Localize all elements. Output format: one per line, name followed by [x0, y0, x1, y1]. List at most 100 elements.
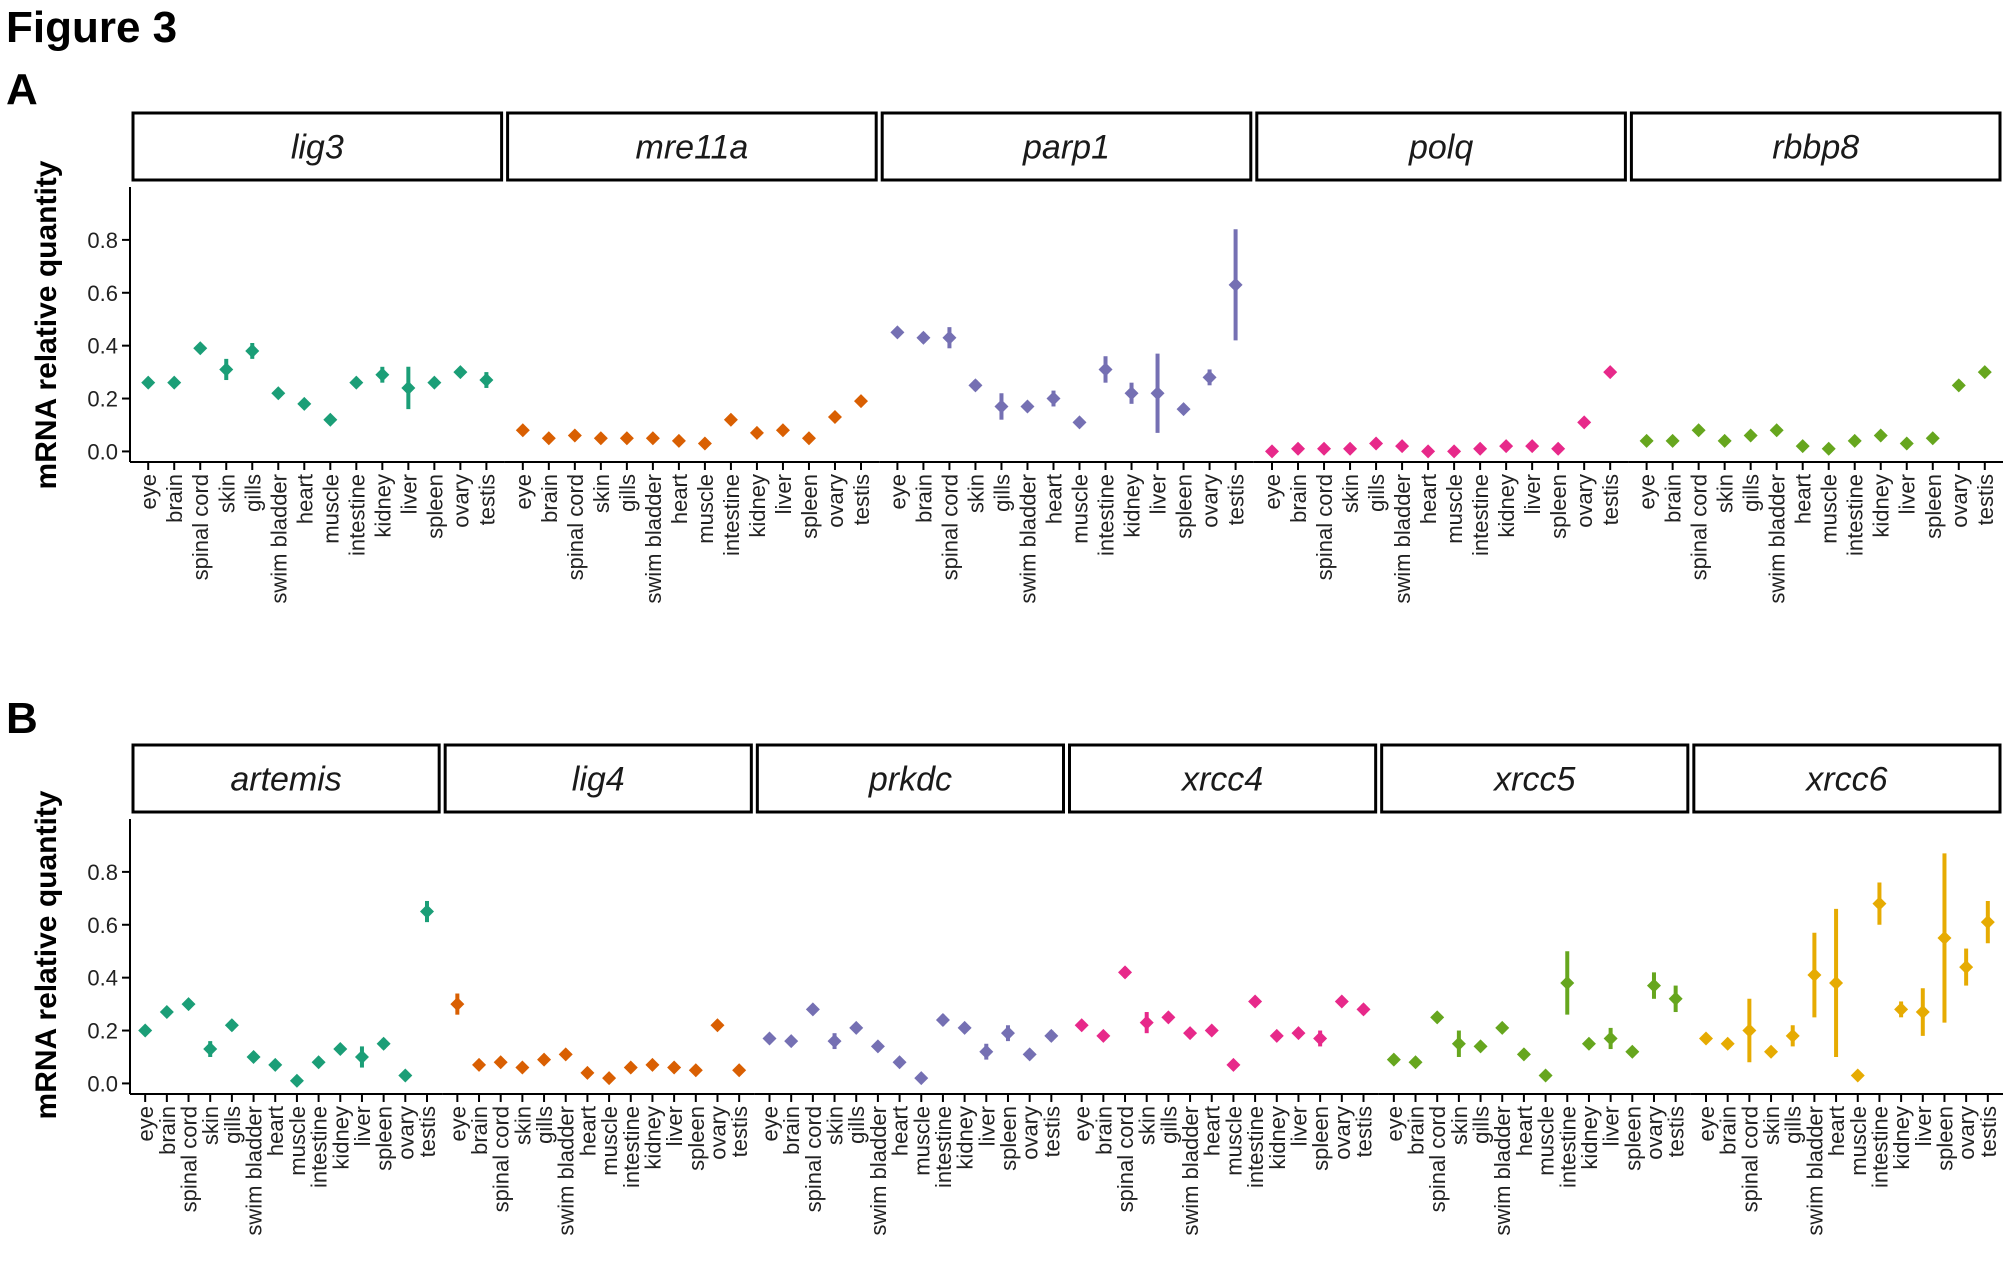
y-tick-label: 0.8	[87, 228, 118, 253]
data-point-lig4-5	[558, 1047, 573, 1062]
x-tick-label: gills	[1156, 1106, 1181, 1144]
x-tick-label: kidney	[1577, 1106, 1602, 1170]
panel-label-a: A	[6, 65, 38, 114]
data-point-xrcc4-7	[1226, 1057, 1241, 1072]
y-tick-label: 0.4	[87, 334, 118, 359]
data-point-parp1-6	[1046, 391, 1061, 406]
facet-strip-rbbp8	[1629, 111, 2002, 182]
facet-title-parp1: parp1	[1022, 129, 1110, 167]
x-tick-label: spleen	[996, 1106, 1021, 1171]
data-point-xrcc5-13	[1668, 991, 1683, 1006]
x-tick-label: testis	[1976, 1106, 2001, 1157]
data-point-xrcc5-8	[1560, 975, 1575, 990]
x-tick-label: ovary	[1642, 1106, 1667, 1160]
x-tick-label: swim bladder	[242, 1106, 267, 1236]
x-tick-label: skin	[1759, 1106, 1784, 1145]
data-point-rbbp8-6	[1795, 439, 1810, 454]
x-tick-label: intestine	[619, 1106, 644, 1188]
data-point-lig3-7	[323, 412, 338, 427]
data-point-xrcc6-11	[1937, 930, 1952, 945]
data-point-polq-0	[1265, 444, 1280, 459]
x-tick-label: liver	[1911, 1106, 1936, 1146]
x-tick-label: gills	[1364, 474, 1389, 512]
x-tick-label: liver	[771, 474, 796, 514]
data-point-mre11a-6	[671, 433, 686, 448]
x-tick-label: skin	[963, 474, 988, 513]
data-point-xrcc4-0	[1074, 1018, 1089, 1033]
data-point-lig4-10	[667, 1060, 682, 1075]
x-tick-label: eye	[445, 1106, 470, 1141]
x-tick-label: ovary	[1198, 474, 1223, 528]
data-point-prkdc-0	[762, 1031, 777, 1046]
data-point-lig3-8	[349, 375, 364, 390]
x-tick-label: heart	[1791, 474, 1816, 524]
x-tick-label: gills	[220, 1106, 245, 1144]
x-tick-label: brain	[155, 1106, 180, 1155]
data-point-lig4-3	[515, 1060, 530, 1075]
y-tick-label: 0.8	[87, 860, 118, 885]
facet-title-xrcc4: xrcc4	[1180, 761, 1263, 799]
data-point-prkdc-8	[935, 1012, 950, 1027]
x-tick-label: spinal cord	[801, 1106, 826, 1212]
data-point-mre11a-1	[541, 431, 556, 446]
data-point-lig4-7	[602, 1071, 617, 1086]
data-point-mre11a-2	[567, 428, 582, 443]
x-tick-label: spleen	[1932, 1106, 1957, 1171]
x-tick-label: spleen	[1546, 474, 1571, 539]
x-tick-label: brain	[1286, 474, 1311, 523]
x-tick-label: spinal cord	[563, 474, 588, 580]
data-point-lig4-9	[645, 1057, 660, 1072]
x-tick-label: spinal cord	[1113, 1106, 1138, 1212]
x-tick-label: eye	[136, 474, 161, 509]
data-point-artemis-9	[333, 1042, 348, 1057]
x-tick-label: testis	[1224, 474, 1249, 525]
x-tick-label: kidney	[953, 1106, 978, 1170]
data-point-xrcc6-8	[1872, 896, 1887, 911]
x-tick-label: intestine	[931, 1106, 956, 1188]
x-tick-label: heart	[1824, 1106, 1849, 1156]
data-point-prkdc-11	[1000, 1026, 1015, 1041]
data-point-artemis-12	[398, 1068, 413, 1083]
data-point-lig4-13	[732, 1063, 747, 1078]
figure-title: Figure 3	[6, 3, 177, 52]
x-tick-label: testis	[849, 474, 874, 525]
data-point-lig4-6	[580, 1065, 595, 1080]
data-point-xrcc5-9	[1581, 1036, 1596, 1051]
data-point-lig4-8	[623, 1060, 638, 1075]
x-tick-label: ovary	[393, 1106, 418, 1160]
x-tick-label: skin	[823, 1106, 848, 1145]
x-tick-label: swim bladder	[641, 474, 666, 604]
data-point-xrcc6-10	[1915, 1005, 1930, 1020]
x-tick-label: kidney	[370, 474, 395, 538]
data-point-xrcc5-1	[1408, 1055, 1423, 1070]
data-point-lig3-4	[245, 343, 260, 358]
x-tick-label: brain	[537, 474, 562, 523]
x-tick-label: intestine	[1555, 1106, 1580, 1188]
x-tick-label: spinal cord	[1687, 474, 1712, 580]
x-tick-label: skin	[1135, 1106, 1160, 1145]
x-tick-label: swim bladder	[1178, 1106, 1203, 1236]
data-point-prkdc-10	[979, 1044, 994, 1059]
data-point-rbbp8-4	[1743, 428, 1758, 443]
x-tick-label: intestine	[1243, 1106, 1268, 1188]
x-tick-label: testis	[1039, 1106, 1064, 1157]
data-point-xrcc4-3	[1139, 1015, 1154, 1030]
data-point-artemis-5	[246, 1049, 261, 1064]
x-tick-label: brain	[779, 1106, 804, 1155]
x-tick-label: brain	[1404, 1106, 1429, 1155]
x-tick-label: testis	[727, 1106, 752, 1157]
x-tick-label: liver	[396, 474, 421, 514]
data-point-parp1-0	[890, 325, 905, 340]
data-point-lig3-5	[271, 386, 286, 401]
data-point-xrcc6-13	[1980, 915, 1995, 930]
facet-title-mre11a: mre11a	[636, 129, 749, 167]
y-tick-label: 0.6	[87, 913, 118, 938]
x-tick-label: gills	[844, 1106, 869, 1144]
x-tick-label: heart	[1041, 474, 1066, 524]
x-tick-label: muscle	[1846, 1106, 1871, 1176]
x-tick-label: eye	[1382, 1106, 1407, 1141]
data-point-lig3-11	[427, 375, 442, 390]
x-tick-label: eye	[1260, 474, 1285, 509]
x-tick-label: brain	[1091, 1106, 1116, 1155]
x-tick-label: eye	[1694, 1106, 1719, 1141]
